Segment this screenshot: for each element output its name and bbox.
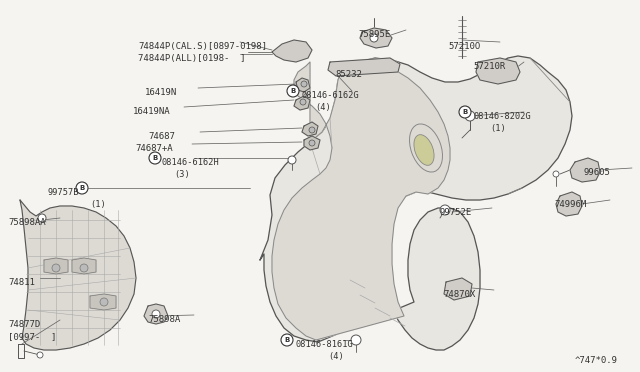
Text: 08146-8202G: 08146-8202G bbox=[474, 112, 532, 121]
Circle shape bbox=[301, 81, 307, 87]
Text: B: B bbox=[284, 337, 290, 343]
Text: B: B bbox=[152, 155, 157, 161]
Circle shape bbox=[76, 182, 88, 194]
Text: 85232: 85232 bbox=[335, 70, 362, 79]
Text: 74844P(ALL)[0198-  ]: 74844P(ALL)[0198- ] bbox=[138, 54, 246, 63]
Circle shape bbox=[152, 310, 160, 318]
Polygon shape bbox=[360, 28, 392, 48]
Circle shape bbox=[37, 352, 43, 358]
Circle shape bbox=[38, 214, 46, 222]
Text: 74687: 74687 bbox=[148, 132, 175, 141]
Text: 99757B: 99757B bbox=[48, 188, 79, 197]
Text: 74844P(CAL.S)[0897-0198]: 74844P(CAL.S)[0897-0198] bbox=[138, 42, 267, 51]
Text: 74877D: 74877D bbox=[8, 320, 40, 329]
Text: B: B bbox=[462, 109, 468, 115]
Text: 57210O: 57210O bbox=[448, 42, 480, 51]
Polygon shape bbox=[302, 122, 318, 136]
Polygon shape bbox=[570, 158, 600, 182]
Text: 74996M: 74996M bbox=[554, 200, 586, 209]
Circle shape bbox=[351, 335, 361, 345]
Circle shape bbox=[370, 34, 378, 42]
Text: 16419NA: 16419NA bbox=[133, 107, 171, 116]
Text: 99752E: 99752E bbox=[440, 208, 472, 217]
Text: (1): (1) bbox=[90, 200, 106, 209]
Polygon shape bbox=[444, 278, 472, 300]
Circle shape bbox=[80, 264, 88, 272]
Circle shape bbox=[309, 127, 315, 133]
Text: (1): (1) bbox=[490, 124, 506, 133]
Text: 99605: 99605 bbox=[583, 168, 610, 177]
Polygon shape bbox=[556, 192, 582, 216]
Text: 74687+A: 74687+A bbox=[135, 144, 173, 153]
Circle shape bbox=[440, 205, 450, 215]
Text: B: B bbox=[291, 88, 296, 94]
Text: (4): (4) bbox=[315, 103, 331, 112]
Polygon shape bbox=[144, 304, 168, 324]
Text: 75895E: 75895E bbox=[358, 30, 390, 39]
Circle shape bbox=[309, 140, 315, 146]
Polygon shape bbox=[304, 136, 320, 150]
Polygon shape bbox=[72, 258, 96, 274]
Text: 75898A: 75898A bbox=[148, 315, 180, 324]
Polygon shape bbox=[294, 96, 310, 110]
Text: ^747*0.9: ^747*0.9 bbox=[575, 356, 618, 365]
Circle shape bbox=[288, 156, 296, 164]
Text: 08146-6162H: 08146-6162H bbox=[161, 158, 219, 167]
Circle shape bbox=[300, 99, 306, 105]
Text: 57210R: 57210R bbox=[473, 62, 505, 71]
Text: 74870X: 74870X bbox=[443, 290, 476, 299]
Polygon shape bbox=[272, 40, 312, 62]
Circle shape bbox=[281, 334, 293, 346]
Circle shape bbox=[100, 298, 108, 306]
Polygon shape bbox=[260, 56, 572, 350]
Text: 08146-8161G: 08146-8161G bbox=[295, 340, 353, 349]
Polygon shape bbox=[90, 294, 116, 310]
Polygon shape bbox=[20, 200, 136, 350]
Polygon shape bbox=[296, 78, 310, 92]
Polygon shape bbox=[476, 58, 520, 84]
Circle shape bbox=[287, 85, 299, 97]
Circle shape bbox=[149, 152, 161, 164]
Polygon shape bbox=[328, 58, 400, 76]
Polygon shape bbox=[272, 62, 450, 340]
Ellipse shape bbox=[414, 135, 434, 165]
Text: 08146-6162G: 08146-6162G bbox=[302, 91, 360, 100]
Text: [0997-  ]: [0997- ] bbox=[8, 332, 56, 341]
Text: 74811: 74811 bbox=[8, 278, 35, 287]
Circle shape bbox=[52, 264, 60, 272]
Text: (4): (4) bbox=[328, 352, 344, 361]
Polygon shape bbox=[44, 258, 68, 274]
Circle shape bbox=[553, 171, 559, 177]
Text: B: B bbox=[79, 185, 84, 191]
Text: (3): (3) bbox=[174, 170, 189, 179]
Circle shape bbox=[459, 106, 471, 118]
Circle shape bbox=[465, 111, 475, 121]
Text: 75898AA: 75898AA bbox=[8, 218, 45, 227]
Text: 16419N: 16419N bbox=[145, 88, 177, 97]
